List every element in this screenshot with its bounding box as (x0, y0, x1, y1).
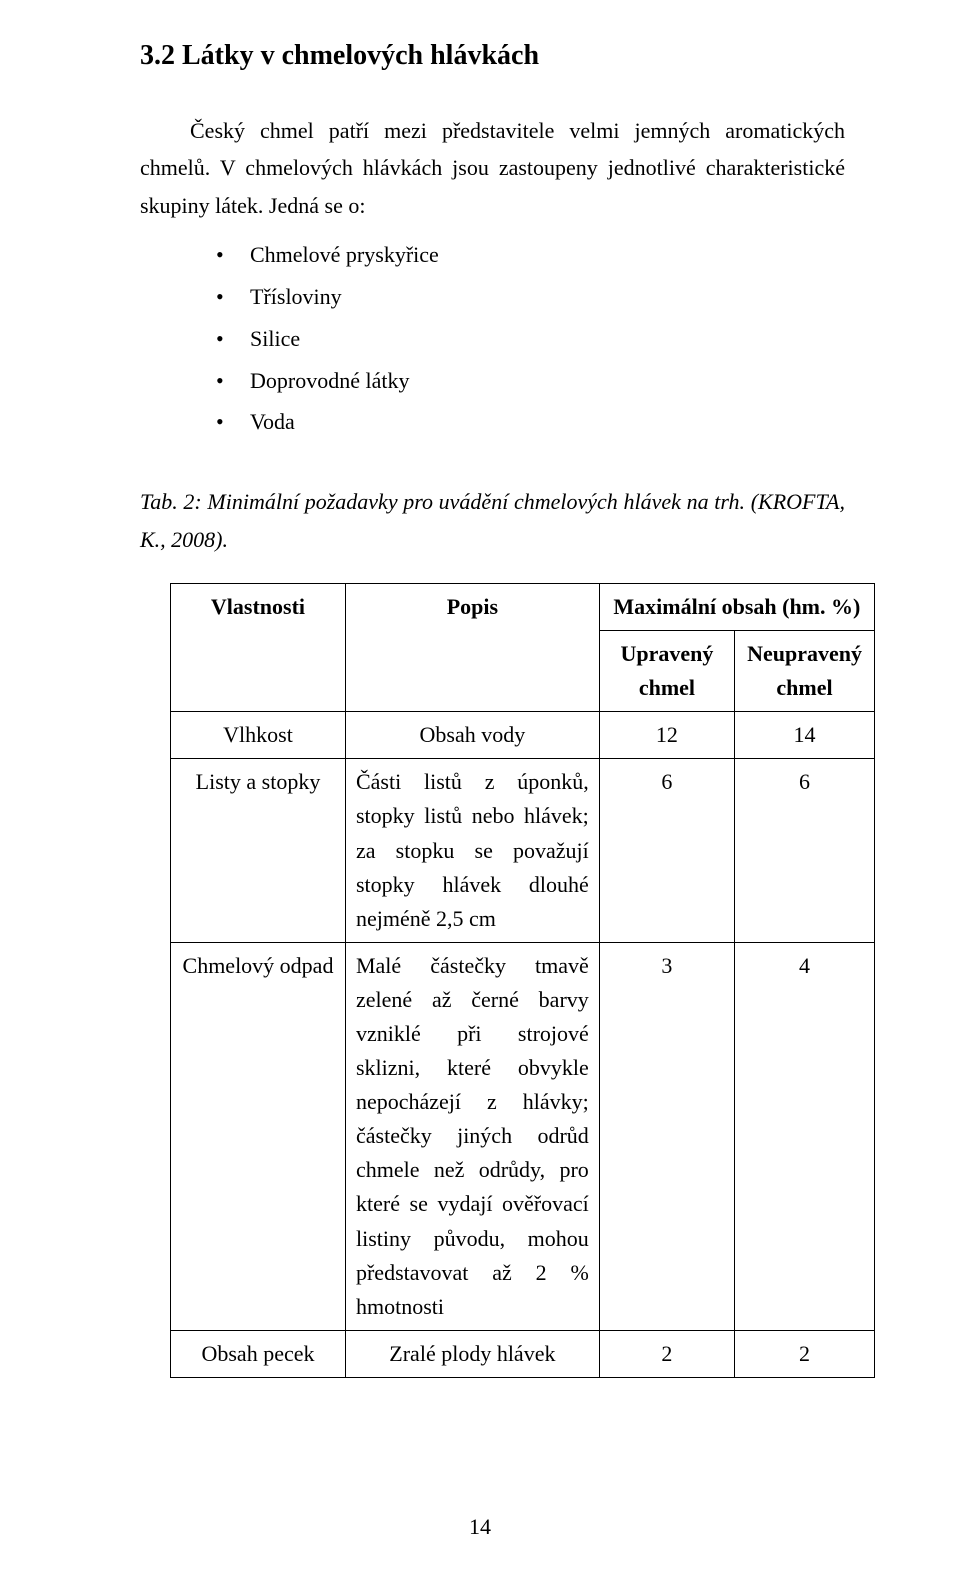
cell-prop: Chmelový odpad (171, 942, 346, 1330)
table-row: Obsah pecek Zralé plody hlávek 2 2 (171, 1330, 875, 1377)
cell-desc: Části listů z úponků, stopky listů nebo … (345, 759, 599, 942)
cell-desc: Obsah vody (345, 712, 599, 759)
list-item: Silice (250, 318, 845, 360)
table-header-row: Vlastnosti Popis Maximální obsah (hm. %) (171, 583, 875, 630)
cell-neupr: 6 (735, 759, 875, 942)
intro-paragraph: Český chmel patří mezi představitele vel… (140, 112, 845, 224)
cell-prop: Vlhkost (171, 712, 346, 759)
cell-desc: Zralé plody hlávek (345, 1330, 599, 1377)
th-neupraveny: Neupravený chmel (735, 631, 875, 712)
th-description: Popis (345, 583, 599, 711)
table-row: Vlhkost Obsah vody 12 14 (171, 712, 875, 759)
cell-neupr: 14 (735, 712, 875, 759)
cell-upr: 6 (599, 759, 734, 942)
bullet-list: Chmelové pryskyřice Třísloviny Silice Do… (140, 234, 845, 443)
cell-desc: Malé částečky tmavě zelené až černé barv… (345, 942, 599, 1330)
list-item: Chmelové pryskyřice (250, 234, 845, 276)
cell-neupr: 2 (735, 1330, 875, 1377)
cell-upr: 2 (599, 1330, 734, 1377)
section-heading: 3.2 Látky v chmelových hlávkách (140, 40, 845, 72)
cell-upr: 12 (599, 712, 734, 759)
table-row: Chmelový odpad Malé částečky tmavě zelen… (171, 942, 875, 1330)
list-item: Třísloviny (250, 276, 845, 318)
th-max: Maximální obsah (hm. %) (599, 583, 874, 630)
cell-neupr: 4 (735, 942, 875, 1330)
cell-prop: Obsah pecek (171, 1330, 346, 1377)
list-item: Doprovodné látky (250, 360, 845, 402)
list-item: Voda (250, 401, 845, 443)
cell-upr: 3 (599, 942, 734, 1330)
cell-prop: Listy a stopky (171, 759, 346, 942)
hop-table: Vlastnosti Popis Maximální obsah (hm. %)… (170, 583, 875, 1378)
th-properties: Vlastnosti (171, 583, 346, 711)
th-upraveny: Upravený chmel (599, 631, 734, 712)
table-caption: Tab. 2: Minimální požadavky pro uvádění … (140, 483, 845, 558)
page: 3.2 Látky v chmelových hlávkách Český ch… (0, 0, 960, 1580)
table-row: Listy a stopky Části listů z úponků, sto… (171, 759, 875, 942)
page-number: 14 (0, 1514, 960, 1540)
